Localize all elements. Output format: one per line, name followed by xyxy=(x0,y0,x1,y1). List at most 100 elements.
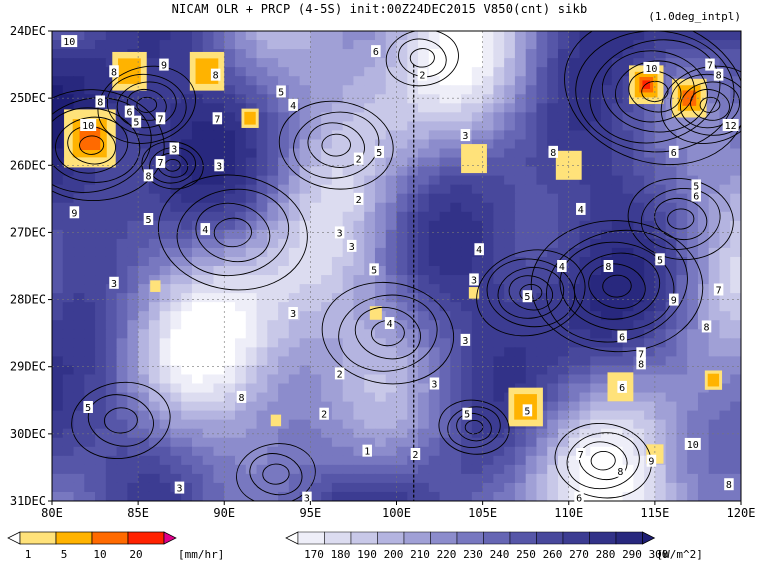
olr-cell xyxy=(288,85,301,95)
olr-cell xyxy=(256,193,268,204)
olr-cell xyxy=(331,383,344,394)
olr-cell xyxy=(310,392,322,403)
olr-cell xyxy=(730,446,741,457)
olr-cell xyxy=(504,184,516,195)
olr-cell xyxy=(536,67,548,77)
v850-contour xyxy=(602,274,632,298)
olr-cell xyxy=(170,374,182,385)
olr-cell xyxy=(299,256,311,267)
olr-cell xyxy=(730,112,741,122)
olr-cell xyxy=(547,130,559,141)
olr-cell xyxy=(84,49,96,59)
olr-cell xyxy=(138,455,150,466)
precip-patch xyxy=(468,287,480,299)
olr-cell xyxy=(654,220,667,231)
olr-cell xyxy=(622,184,634,195)
olr-cell xyxy=(439,58,451,68)
olr-cell xyxy=(676,293,688,303)
olr-cell xyxy=(418,220,430,231)
olr-cell xyxy=(159,130,172,141)
olr-cell xyxy=(224,49,236,59)
olr-cell xyxy=(730,220,741,231)
olr-cell xyxy=(687,148,699,159)
olr-cell xyxy=(202,175,215,186)
olr-cell xyxy=(62,446,75,457)
olr-cell xyxy=(439,175,451,186)
olr-cell xyxy=(461,302,473,312)
olr-cell xyxy=(105,302,118,312)
olr-cell xyxy=(611,338,624,348)
olr-cell xyxy=(547,410,559,421)
olr-cell xyxy=(418,275,430,285)
olr-cell xyxy=(676,157,688,168)
olr-cell xyxy=(148,365,161,376)
olr-cell xyxy=(687,211,699,222)
olr-cell xyxy=(407,148,419,159)
olr-cell xyxy=(547,293,559,303)
y-tick-label: 28DEC xyxy=(10,293,46,307)
olr-cell xyxy=(536,121,548,132)
olr-cell xyxy=(396,419,408,430)
olr-cell xyxy=(622,166,634,177)
olr-cell xyxy=(95,356,107,367)
olr-cell xyxy=(385,220,398,231)
olr-cell xyxy=(601,94,613,104)
olr-cell xyxy=(342,419,355,430)
olr-cell xyxy=(590,410,602,421)
olr-cell xyxy=(665,121,678,132)
olr-cell xyxy=(407,49,419,59)
olr-cell xyxy=(471,473,484,484)
contour-label: 9 xyxy=(671,296,677,307)
olr-cell xyxy=(676,491,688,501)
olr-cell xyxy=(525,320,538,330)
olr-cell xyxy=(730,473,741,484)
olr-cell xyxy=(482,76,494,86)
olr-cell xyxy=(601,85,613,95)
olr-cell xyxy=(665,410,678,421)
olr-cell xyxy=(138,94,150,104)
olr-cell xyxy=(644,148,656,159)
olr-cell xyxy=(547,491,559,501)
olr-cell xyxy=(676,148,688,159)
olr-cell xyxy=(202,266,215,276)
olr-cell xyxy=(493,329,505,339)
olr-cell xyxy=(396,49,408,59)
olr-cell xyxy=(191,428,204,439)
olr-cell xyxy=(557,491,570,501)
olr-cell xyxy=(202,275,215,285)
olr-cell xyxy=(235,76,247,86)
olr-cell xyxy=(84,473,96,484)
olr-cell xyxy=(590,148,602,159)
olr-cell xyxy=(687,284,699,294)
olr-cell xyxy=(407,121,419,132)
olr-cell xyxy=(396,266,408,276)
olr-cell xyxy=(633,329,645,339)
olr-cell xyxy=(385,374,398,385)
olr-cell xyxy=(353,220,365,231)
olr-cell xyxy=(73,229,85,240)
olr-cell xyxy=(278,202,290,213)
contour-label: 2 xyxy=(412,450,418,461)
olr-cell xyxy=(385,148,398,159)
contour-label: 6 xyxy=(693,192,699,203)
olr-cell xyxy=(493,112,505,122)
olr-cell xyxy=(116,428,128,439)
olr-cell xyxy=(364,166,376,177)
olr-cell xyxy=(493,31,505,41)
olr-cell xyxy=(697,419,710,430)
olr-cell xyxy=(170,455,182,466)
olr-cell xyxy=(450,293,462,303)
olr-cell xyxy=(611,410,624,421)
olr-cell xyxy=(374,67,387,77)
olr-cell xyxy=(148,482,161,493)
olr-cell xyxy=(611,211,624,222)
olr-cell xyxy=(52,256,64,267)
precip-bar-arrow xyxy=(7,531,21,545)
olr-cell xyxy=(644,293,656,303)
olr-cell xyxy=(568,184,581,195)
olr-cell xyxy=(450,383,462,394)
olr-cell xyxy=(181,175,193,186)
olr-cell xyxy=(95,175,107,186)
olr-cell xyxy=(536,320,548,330)
olr-cell xyxy=(278,320,290,330)
